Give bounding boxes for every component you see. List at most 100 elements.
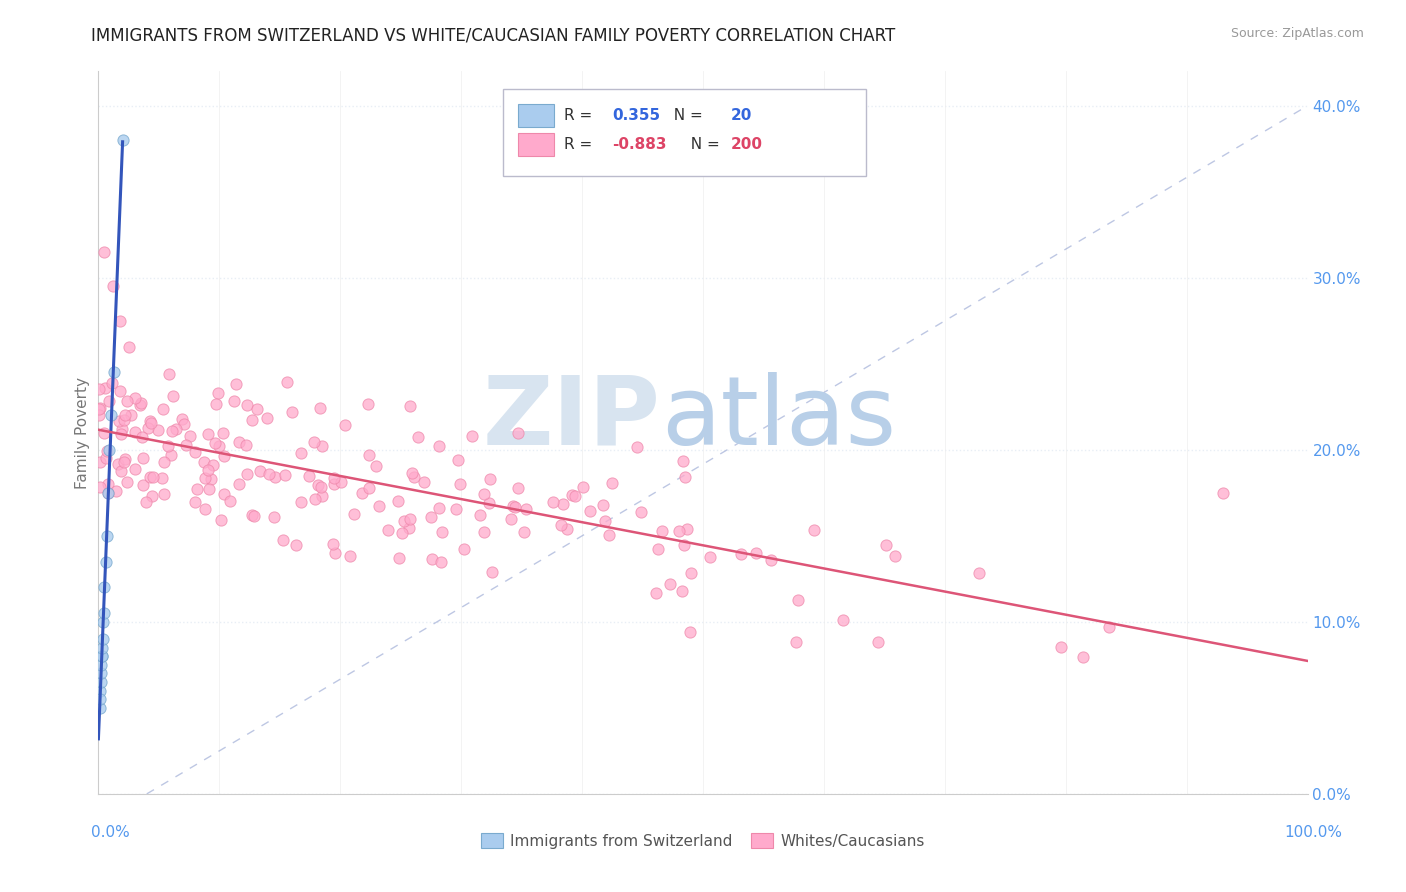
Point	[413, 475, 436, 489]
Point	[89, 701, 111, 715]
Text: 200: 200	[731, 136, 763, 152]
Point	[290, 446, 312, 460]
Point	[256, 411, 278, 425]
Point	[153, 455, 176, 469]
Point	[579, 504, 602, 518]
Point	[194, 502, 217, 516]
Point	[281, 405, 304, 419]
Point	[93, 581, 115, 595]
Point	[595, 515, 617, 529]
Point	[323, 476, 346, 491]
Point	[91, 640, 114, 655]
Point	[152, 402, 174, 417]
Point	[343, 507, 366, 521]
Point	[969, 566, 991, 581]
Point	[357, 397, 380, 411]
Point	[377, 523, 399, 537]
Point	[114, 408, 136, 422]
Point	[89, 408, 111, 422]
Point	[94, 450, 117, 465]
Point	[513, 525, 536, 540]
Point	[91, 632, 114, 646]
Point	[759, 553, 782, 567]
Point	[550, 517, 572, 532]
Point	[94, 381, 117, 395]
Point	[323, 546, 346, 560]
Point	[89, 683, 111, 698]
Point	[105, 484, 128, 499]
Point	[564, 489, 586, 503]
Text: 0.355: 0.355	[613, 108, 661, 123]
Point	[97, 476, 120, 491]
Text: 100.0%: 100.0%	[1285, 825, 1343, 840]
Point	[236, 467, 259, 482]
Point	[91, 649, 114, 664]
Point	[162, 389, 184, 403]
Point	[453, 541, 475, 556]
Point	[101, 279, 124, 293]
Point	[875, 538, 897, 552]
Point	[298, 469, 321, 483]
Point	[501, 511, 523, 525]
Point	[884, 549, 907, 564]
Point	[672, 453, 695, 467]
Point	[555, 523, 578, 537]
Point	[598, 527, 620, 541]
Point	[401, 466, 423, 480]
Point	[394, 514, 416, 528]
Point	[561, 488, 583, 502]
Point	[194, 471, 217, 485]
Point	[357, 448, 380, 462]
Point	[745, 546, 768, 560]
FancyBboxPatch shape	[517, 133, 554, 156]
Point	[141, 489, 163, 503]
Point	[132, 450, 155, 465]
Point	[207, 385, 229, 400]
Point	[551, 497, 574, 511]
Point	[183, 445, 205, 459]
Point	[515, 502, 537, 516]
Point	[89, 692, 111, 706]
Point	[246, 401, 269, 416]
Point	[284, 538, 307, 552]
Point	[311, 439, 333, 453]
Point	[94, 555, 117, 569]
Point	[541, 495, 564, 509]
Point	[179, 429, 201, 443]
Point	[461, 429, 484, 443]
Point	[228, 435, 250, 450]
Point	[90, 675, 112, 690]
Point	[97, 485, 120, 500]
Point	[89, 455, 111, 469]
Point	[156, 439, 179, 453]
Point	[330, 475, 353, 490]
Point	[201, 458, 224, 473]
Point	[668, 524, 690, 538]
Point	[139, 470, 162, 484]
Point	[478, 495, 501, 509]
Point	[787, 593, 810, 607]
Text: IMMIGRANTS FROM SWITZERLAND VS WHITE/CAUCASIAN FAMILY POVERTY CORRELATION CHART: IMMIGRANTS FROM SWITZERLAND VS WHITE/CAU…	[91, 27, 896, 45]
Text: -0.883: -0.883	[613, 136, 666, 152]
Point	[419, 509, 441, 524]
Point	[204, 436, 226, 450]
Point	[174, 438, 197, 452]
Point	[208, 439, 231, 453]
Point	[197, 463, 219, 477]
Point	[271, 533, 294, 547]
Point	[101, 376, 124, 391]
Point	[240, 413, 263, 427]
Text: R =: R =	[564, 108, 598, 123]
Point	[449, 477, 471, 491]
Point	[420, 552, 443, 566]
Point	[129, 396, 152, 410]
Point	[110, 427, 132, 442]
Point	[472, 487, 495, 501]
Point	[249, 464, 271, 478]
Point	[592, 499, 614, 513]
Point	[152, 487, 174, 501]
Point	[1098, 620, 1121, 634]
Point	[257, 467, 280, 482]
Point	[107, 457, 129, 471]
Point	[276, 376, 298, 390]
